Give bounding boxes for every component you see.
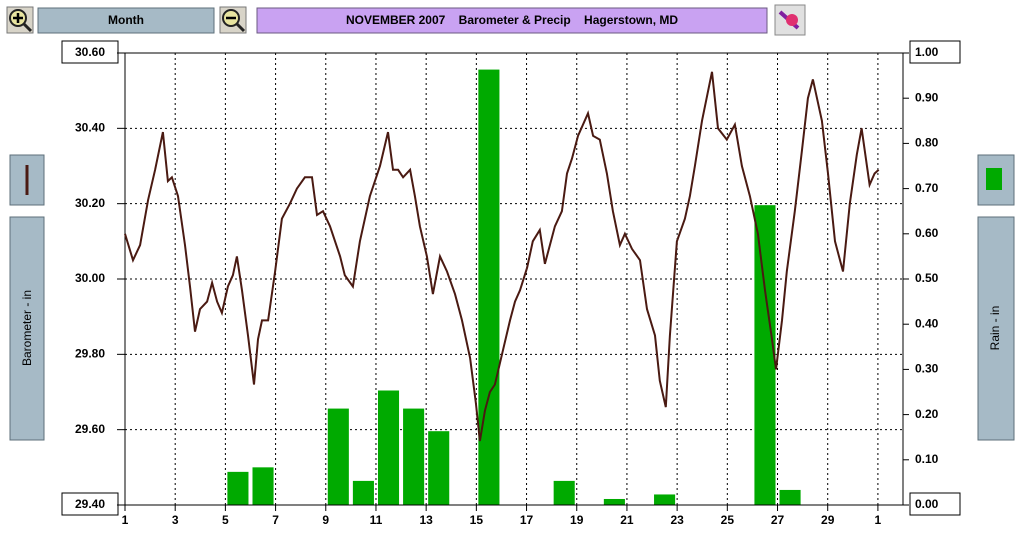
rain-bar <box>553 480 575 505</box>
x-tick-label: 9 <box>322 513 329 527</box>
y2-tick-label: 0.20 <box>915 407 939 421</box>
y2-tick-label: 0.10 <box>915 452 939 466</box>
rain-bar <box>654 494 676 505</box>
x-tick-label: 1 <box>875 513 882 527</box>
y-tick-label: 30.20 <box>75 196 105 210</box>
rain-bar <box>352 480 374 505</box>
y-tick-label: 30.60 <box>75 45 105 59</box>
y-tick-box <box>61 40 119 64</box>
y2-tick-label: 0.00 <box>915 497 939 511</box>
x-tick-label: 21 <box>620 513 634 527</box>
rain-bar <box>478 69 500 505</box>
period-label: Month <box>108 13 144 27</box>
y2-axis-button[interactable] <box>977 216 1015 441</box>
period-button[interactable]: Month <box>37 7 215 34</box>
rain-bar <box>779 489 801 505</box>
zoom-in-button[interactable] <box>6 6 34 34</box>
rain-bar <box>227 471 249 505</box>
x-tick-label: 7 <box>272 513 279 527</box>
x-tick-label: 3 <box>172 513 179 527</box>
y-tick-label: 30.40 <box>75 121 105 135</box>
y2-tick-label: 0.70 <box>915 181 939 195</box>
y-axis-button[interactable] <box>9 216 45 441</box>
y2-tick-box <box>909 40 961 64</box>
x-tick-label: 19 <box>570 513 584 527</box>
y2-tick-label: 0.50 <box>915 271 939 285</box>
title-bar <box>256 7 768 34</box>
x-tick-label: 23 <box>670 513 684 527</box>
y2-tick-label: 0.80 <box>915 136 939 150</box>
y2-tick-label: 0.90 <box>915 90 939 104</box>
barometer-line <box>124 71 880 442</box>
x-tick-label: 15 <box>470 513 484 527</box>
y-tick-label: 30.00 <box>75 271 105 285</box>
y2-tick-label: 0.40 <box>915 316 939 330</box>
rain-bar <box>603 498 625 505</box>
x-tick-label: 1 <box>122 513 129 527</box>
x-tick-label: 25 <box>721 513 735 527</box>
y-axis-label: Barometer - in <box>20 290 34 366</box>
y2-tick-box <box>909 492 961 516</box>
x-tick-label: 27 <box>771 513 785 527</box>
y-tick-box <box>61 492 119 516</box>
zoom-out-button[interactable] <box>219 6 247 34</box>
y2-tick-label: 1.00 <box>915 45 939 59</box>
rain-bar <box>428 431 450 505</box>
x-tick-label: 17 <box>520 513 534 527</box>
x-tick-label: 29 <box>821 513 835 527</box>
rain-bar <box>403 408 425 505</box>
rain-bar <box>377 390 400 505</box>
print-button[interactable] <box>774 4 806 36</box>
rain-bar <box>252 467 274 505</box>
rain-bar <box>754 205 776 505</box>
legend-box <box>986 168 1002 190</box>
x-tick-label: 11 <box>370 513 383 527</box>
x-tick-label: 5 <box>222 513 229 527</box>
y2-tick-label: 0.60 <box>915 226 939 240</box>
y-tick-label: 29.40 <box>75 497 105 511</box>
chart-title: NOVEMBER 2007 Barometer & Precip Hagerst… <box>346 13 678 27</box>
x-tick-label: 13 <box>419 513 433 527</box>
y-tick-label: 29.60 <box>75 422 105 436</box>
y2-axis-label: Rain - in <box>988 306 1002 351</box>
y-tick-label: 29.80 <box>75 347 105 361</box>
y2-tick-label: 0.30 <box>915 362 939 376</box>
rain-bar <box>327 408 349 505</box>
